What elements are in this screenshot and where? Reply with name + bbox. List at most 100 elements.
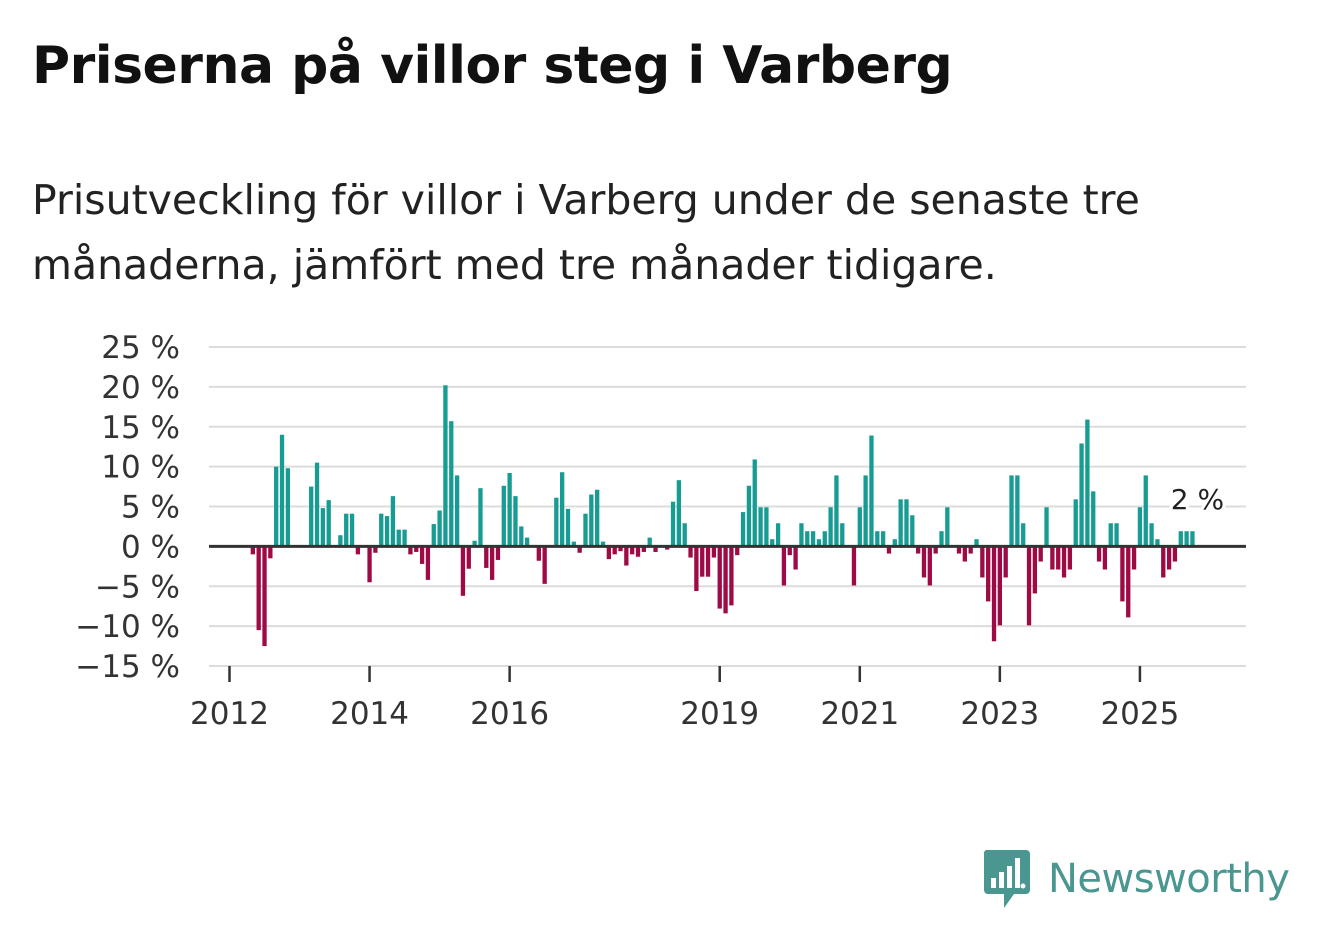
bar bbox=[1067, 546, 1073, 570]
bar bbox=[752, 459, 757, 547]
bar bbox=[437, 510, 442, 547]
x-tick-label: 2014 bbox=[330, 696, 409, 732]
bar bbox=[1091, 491, 1096, 547]
bar bbox=[921, 546, 927, 578]
bar bbox=[1155, 539, 1160, 547]
bar bbox=[460, 546, 466, 596]
bar bbox=[705, 546, 711, 577]
brand-name: Newsworthy bbox=[1048, 856, 1290, 902]
bar bbox=[974, 539, 979, 547]
bar bbox=[250, 546, 255, 555]
bar bbox=[775, 523, 781, 547]
x-tick-label: 2012 bbox=[190, 696, 269, 732]
bar bbox=[536, 546, 541, 561]
bar-chart: 25 % 20 % 15 % 10 % 5 %0 % −5 % −10 % −15 % 2012… bbox=[75, 330, 1246, 732]
bar bbox=[1026, 546, 1032, 626]
chart-title: Priserna på villor steg i Varberg bbox=[32, 36, 953, 96]
bar bbox=[349, 513, 355, 547]
bar bbox=[670, 501, 676, 547]
bar bbox=[338, 535, 343, 547]
y-tick-label: 5 % bbox=[121, 490, 180, 526]
x-tick-label: 2025 bbox=[1100, 696, 1179, 732]
bar bbox=[1032, 546, 1038, 594]
y-tick-label: 20 % bbox=[101, 370, 180, 406]
bar bbox=[1073, 499, 1078, 547]
bar bbox=[618, 546, 623, 552]
bar bbox=[1131, 546, 1137, 570]
bar bbox=[1143, 475, 1148, 547]
bar bbox=[834, 475, 839, 547]
bar bbox=[723, 546, 728, 614]
bar bbox=[507, 473, 512, 547]
bar bbox=[945, 507, 950, 547]
bar bbox=[1190, 531, 1195, 547]
bar bbox=[1044, 507, 1049, 547]
bar bbox=[787, 546, 792, 556]
bar bbox=[571, 541, 576, 547]
bar bbox=[676, 480, 682, 547]
bar bbox=[840, 523, 845, 547]
bar bbox=[635, 546, 641, 557]
x-tick-label: 2023 bbox=[960, 696, 1039, 732]
bar bbox=[682, 523, 687, 547]
x-tick-label: 2021 bbox=[820, 696, 899, 732]
bar bbox=[1120, 546, 1125, 602]
bar bbox=[554, 497, 559, 547]
bar bbox=[513, 496, 518, 547]
bar bbox=[443, 385, 448, 547]
bar bbox=[1161, 546, 1166, 578]
bar bbox=[770, 539, 775, 547]
bar bbox=[414, 546, 419, 552]
bar bbox=[857, 507, 862, 547]
bar bbox=[1108, 523, 1113, 547]
bar bbox=[1085, 419, 1090, 547]
bar bbox=[279, 434, 285, 547]
bar bbox=[816, 539, 822, 547]
y-tick-label: −5 % bbox=[95, 569, 180, 605]
bar bbox=[956, 546, 962, 554]
bar bbox=[694, 546, 699, 592]
bar bbox=[793, 546, 798, 570]
bar bbox=[886, 546, 892, 554]
bar bbox=[740, 512, 746, 547]
bar bbox=[717, 546, 722, 609]
bar bbox=[1061, 546, 1067, 578]
bar bbox=[641, 546, 647, 552]
bar bbox=[822, 531, 827, 547]
bar bbox=[735, 546, 740, 556]
bar bbox=[309, 486, 314, 547]
bar bbox=[1009, 475, 1014, 547]
bar bbox=[606, 546, 611, 560]
bar bbox=[589, 494, 594, 547]
bar bbox=[454, 475, 460, 547]
bar bbox=[711, 546, 717, 558]
bar bbox=[1137, 507, 1143, 547]
y-tick-label: 25 % bbox=[101, 330, 180, 366]
bar bbox=[980, 546, 985, 578]
bar bbox=[624, 546, 629, 566]
bar bbox=[1003, 546, 1008, 578]
bar bbox=[320, 508, 326, 547]
bar bbox=[828, 507, 833, 547]
bar bbox=[472, 540, 477, 547]
bar bbox=[478, 488, 483, 547]
newsworthy-logo: Newsworthy bbox=[982, 848, 1290, 910]
bar bbox=[484, 546, 489, 568]
bar bbox=[501, 485, 506, 547]
bar bbox=[326, 500, 331, 547]
bar bbox=[1184, 531, 1189, 547]
bar bbox=[968, 546, 973, 554]
x-tick-label: 2016 bbox=[470, 696, 549, 732]
bar bbox=[1038, 546, 1043, 562]
bar bbox=[583, 513, 588, 547]
latest-value-label: 2 % bbox=[1171, 483, 1224, 516]
bar bbox=[781, 546, 787, 586]
bar bbox=[268, 546, 273, 559]
bar bbox=[810, 531, 816, 547]
bar bbox=[851, 546, 857, 586]
bar bbox=[419, 546, 425, 564]
bar bbox=[1172, 546, 1178, 562]
bar bbox=[997, 546, 1002, 626]
y-tick-label: 10 % bbox=[101, 450, 180, 486]
bar bbox=[344, 513, 349, 547]
